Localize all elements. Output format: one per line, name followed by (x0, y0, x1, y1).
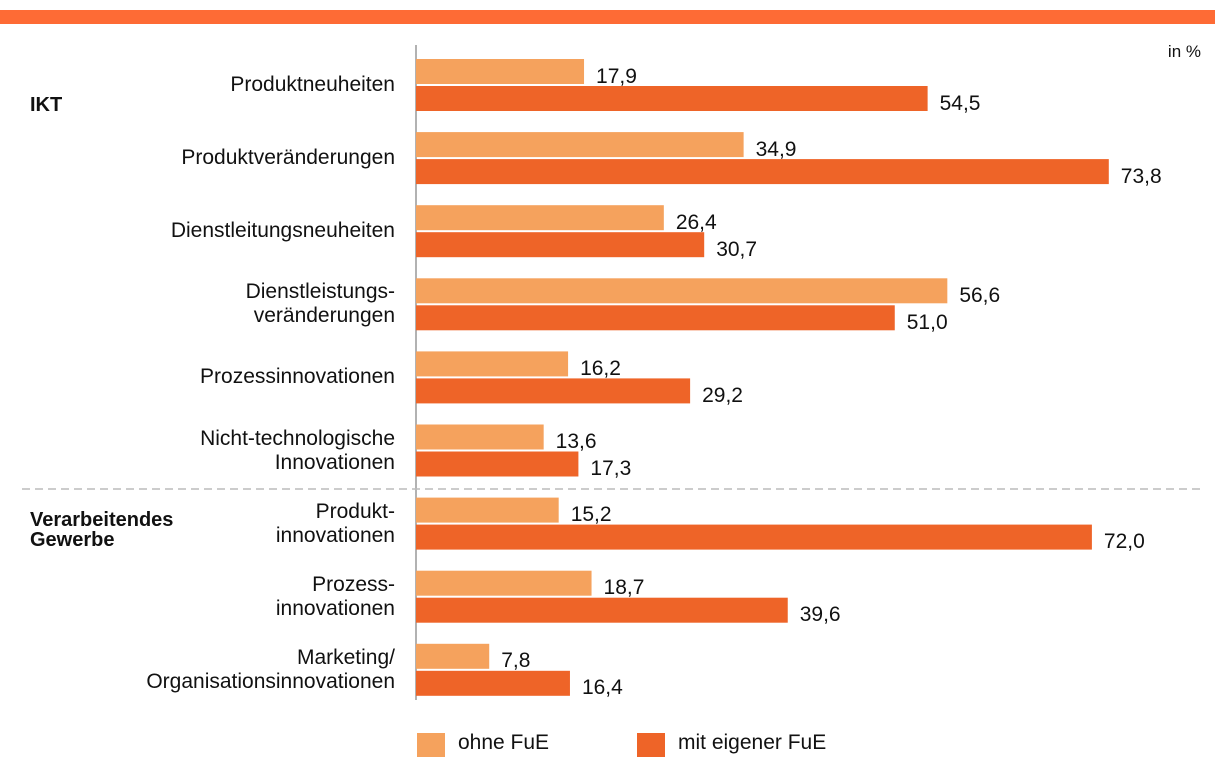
bar (416, 59, 585, 84)
value-label: 39,6 (799, 603, 841, 627)
value-label: 73,8 (1120, 164, 1162, 188)
bar (416, 670, 570, 696)
value-label: 7,8 (501, 649, 531, 673)
legend-label: mit eigener FuE (678, 731, 827, 754)
bar (416, 524, 1092, 550)
value-label: 56,6 (959, 283, 1001, 307)
legend-swatch (417, 733, 445, 757)
value-label: 16,2 (580, 356, 621, 380)
category-label: Produktveränderungen (181, 146, 395, 170)
value-label: 18,7 (603, 576, 645, 600)
value-label: 17,9 (596, 64, 637, 88)
bar (416, 278, 948, 304)
legend-label: ohne FuE (458, 731, 550, 754)
header-bar (0, 10, 1215, 24)
bar (416, 378, 691, 404)
bar (416, 232, 705, 258)
bar (416, 643, 490, 669)
unit-label: in % (1167, 42, 1201, 61)
category-label: Marketing/ Organisationsinnovationen (146, 645, 395, 693)
bar (416, 159, 1109, 185)
category-label: Dienstleistungs- veränderungen (245, 280, 395, 328)
category-label: Nicht-technologische Innovationen (200, 426, 395, 474)
bar (416, 497, 559, 523)
bar (416, 86, 928, 111)
category-label: Prozess- innovationen (275, 572, 395, 620)
value-label: 72,0 (1103, 530, 1145, 554)
category-label: Produkt- innovationen (275, 499, 395, 547)
group-label: Verarbeitendes Gewerbe (30, 508, 174, 551)
bar (416, 305, 895, 331)
value-label: 29,2 (702, 383, 743, 407)
value-label: 51,0 (906, 310, 948, 334)
value-label: 17,3 (590, 457, 632, 480)
value-label: 26,4 (675, 210, 717, 234)
value-label: 15,2 (570, 503, 612, 527)
value-label: 30,7 (716, 237, 758, 261)
category-label: Dienstleitungsneuheiten (170, 219, 395, 243)
bar (416, 351, 569, 377)
bar (416, 570, 592, 596)
bar (416, 205, 664, 231)
category-label: Produktneuheiten (230, 73, 395, 96)
bar (416, 451, 579, 477)
bar (416, 597, 788, 623)
bar (416, 132, 744, 158)
value-label: 13,6 (555, 430, 597, 453)
group-label: IKT (30, 94, 63, 116)
value-label: 54,5 (939, 91, 981, 115)
bar (416, 424, 544, 450)
legend-swatch (637, 733, 665, 757)
category-label: Prozessinnovationen (200, 365, 395, 389)
value-label: 16,4 (581, 676, 623, 700)
value-label: 34,9 (755, 137, 797, 161)
